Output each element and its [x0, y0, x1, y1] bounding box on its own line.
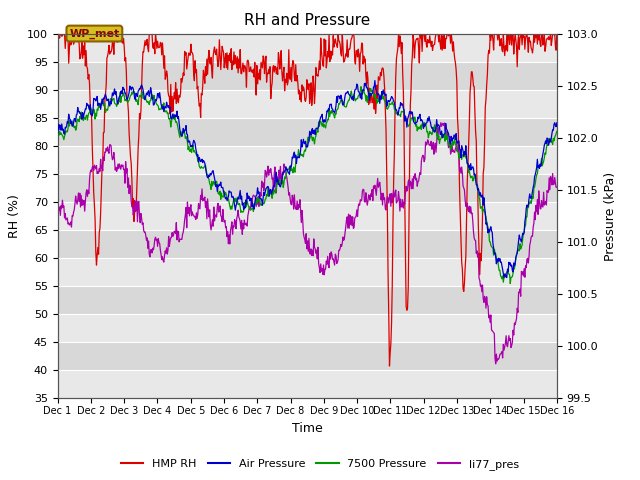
Bar [58, 286, 557, 314]
Bar [58, 314, 557, 342]
Text: WP_met: WP_met [69, 28, 120, 39]
Bar [58, 90, 557, 118]
Bar [58, 34, 557, 61]
Bar [58, 342, 557, 371]
Bar [58, 202, 557, 230]
Bar [58, 371, 557, 398]
Bar [58, 258, 557, 286]
Bar [58, 174, 557, 202]
Bar [58, 61, 557, 90]
Y-axis label: RH (%): RH (%) [8, 194, 21, 238]
Bar [58, 146, 557, 174]
Title: RH and Pressure: RH and Pressure [244, 13, 371, 28]
Bar [58, 230, 557, 258]
X-axis label: Time: Time [292, 421, 323, 434]
Legend: HMP RH, Air Pressure, 7500 Pressure, li77_pres: HMP RH, Air Pressure, 7500 Pressure, li7… [116, 455, 524, 474]
Y-axis label: Pressure (kPa): Pressure (kPa) [604, 171, 617, 261]
Bar [58, 118, 557, 146]
